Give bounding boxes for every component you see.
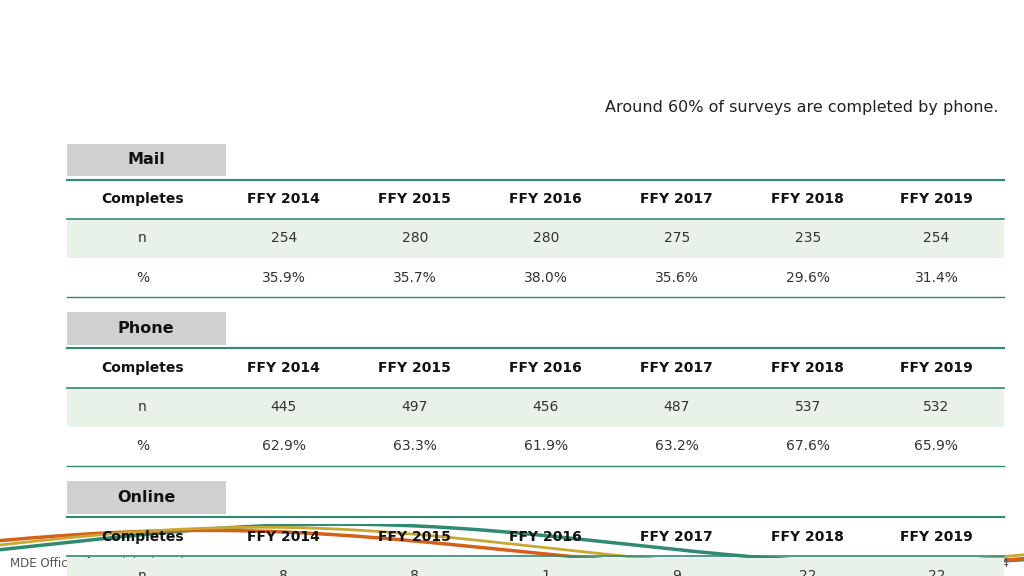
Text: FFY 2019: FFY 2019	[900, 530, 973, 544]
Text: FFY 2019: FFY 2019	[900, 361, 973, 375]
Text: FFY 2014: FFY 2014	[247, 530, 321, 544]
Text: FFY 2018: FFY 2018	[771, 192, 845, 206]
Text: 487: 487	[664, 400, 690, 414]
Text: 445: 445	[270, 400, 297, 414]
Text: %: %	[136, 271, 148, 285]
Text: 65.9%: 65.9%	[914, 439, 958, 453]
Text: 35.6%: 35.6%	[655, 271, 698, 285]
FancyBboxPatch shape	[67, 259, 1004, 297]
Text: 9: 9	[673, 569, 681, 576]
FancyBboxPatch shape	[67, 144, 225, 176]
FancyBboxPatch shape	[67, 312, 225, 345]
FancyBboxPatch shape	[67, 389, 1004, 427]
Text: FFY 2019: FFY 2019	[900, 192, 973, 206]
Text: 63.2%: 63.2%	[655, 439, 698, 453]
Text: 254: 254	[270, 232, 297, 245]
Text: n: n	[138, 232, 146, 245]
Text: 24: 24	[993, 556, 1009, 570]
Text: 254: 254	[924, 232, 949, 245]
Text: FFY 2014: FFY 2014	[247, 361, 321, 375]
Text: 532: 532	[924, 400, 949, 414]
Text: 67.6%: 67.6%	[786, 439, 829, 453]
Text: MDE Office of Special Education: MDE Office of Special Education	[10, 556, 199, 570]
Text: 1: 1	[542, 569, 550, 576]
Text: FFY 2017: FFY 2017	[640, 192, 714, 206]
Text: 8: 8	[411, 569, 419, 576]
Text: FFY 2016: FFY 2016	[509, 361, 583, 375]
Text: 29.6%: 29.6%	[786, 271, 829, 285]
Text: Online: Online	[117, 490, 175, 505]
Text: Phone: Phone	[118, 321, 174, 336]
Text: Completes: Completes	[101, 530, 183, 544]
Text: 38.0%: 38.0%	[524, 271, 567, 285]
Text: 497: 497	[401, 400, 428, 414]
Text: %: %	[136, 439, 148, 453]
Text: FFY 2016: FFY 2016	[509, 530, 583, 544]
Text: 275: 275	[664, 232, 690, 245]
Text: FFY 2015: FFY 2015	[378, 192, 452, 206]
Text: Completes: Completes	[101, 192, 183, 206]
Text: FFY 2018: FFY 2018	[771, 530, 845, 544]
FancyBboxPatch shape	[67, 428, 1004, 466]
Text: n: n	[138, 569, 146, 576]
Text: 537: 537	[795, 400, 821, 414]
Text: FFY 2015: FFY 2015	[378, 361, 452, 375]
Text: 31.4%: 31.4%	[914, 271, 958, 285]
Text: FFY 2014: FFY 2014	[247, 192, 321, 206]
Text: FFY 2015: FFY 2015	[378, 530, 452, 544]
Text: 235: 235	[795, 232, 821, 245]
Text: 61.9%: 61.9%	[523, 439, 568, 453]
FancyBboxPatch shape	[67, 481, 225, 514]
Text: Around 60% of surveys are completed by phone.: Around 60% of surveys are completed by p…	[605, 100, 998, 115]
Text: 22: 22	[928, 569, 945, 576]
Text: Mail: Mail	[127, 153, 165, 168]
Text: 22: 22	[799, 569, 817, 576]
Text: FFY 2016: FFY 2016	[509, 192, 583, 206]
Text: 35.9%: 35.9%	[262, 271, 305, 285]
Text: 280: 280	[532, 232, 559, 245]
Text: 62.9%: 62.9%	[262, 439, 305, 453]
Text: 63.3%: 63.3%	[393, 439, 436, 453]
Text: n: n	[138, 400, 146, 414]
Text: FFY 2017: FFY 2017	[640, 361, 714, 375]
FancyBboxPatch shape	[67, 558, 1004, 576]
Text: FFY 2017: FFY 2017	[640, 530, 714, 544]
Text: Completes: Completes	[101, 361, 183, 375]
Text: Response Rate by Mode: Response Rate by Mode	[36, 32, 469, 66]
Text: 8: 8	[280, 569, 288, 576]
FancyBboxPatch shape	[67, 220, 1004, 258]
Text: 456: 456	[532, 400, 559, 414]
Text: 280: 280	[401, 232, 428, 245]
Text: FFY 2018: FFY 2018	[771, 361, 845, 375]
Text: 35.7%: 35.7%	[393, 271, 436, 285]
